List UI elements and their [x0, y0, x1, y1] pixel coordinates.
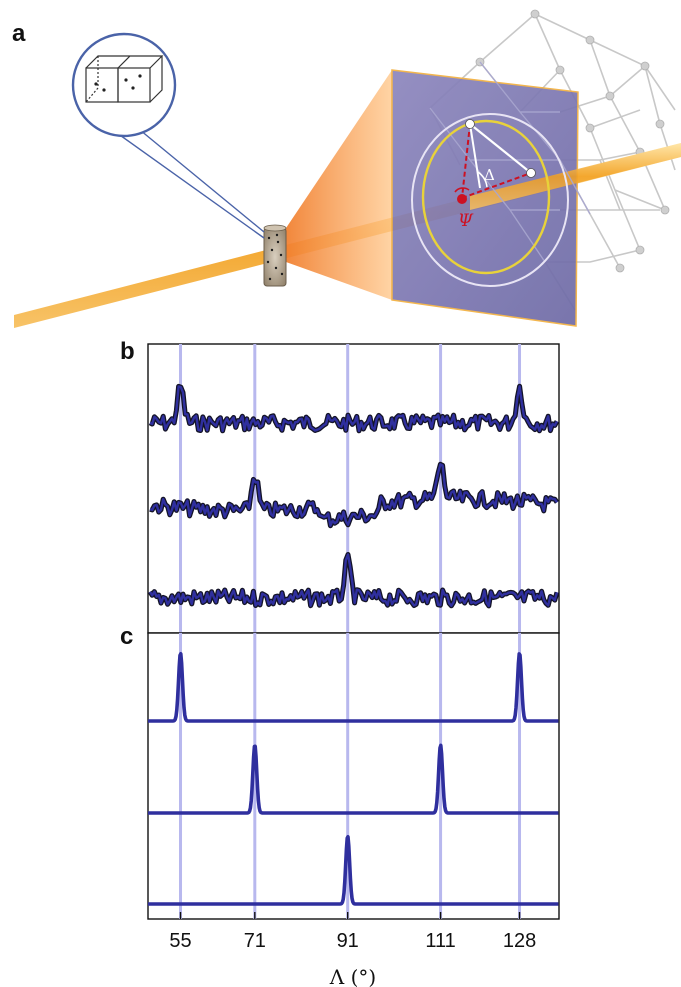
x-tick-label-111: 111 [425, 930, 455, 952]
panel-c-trace-1 [147, 651, 560, 723]
diagram-a: Δ Ψ [14, 9, 681, 328]
x-tick-label-91: 91 [337, 930, 359, 952]
panel-b-trace-3 [148, 553, 559, 608]
x-tick-label-55: 55 [169, 930, 191, 952]
yellow-ring [421, 119, 551, 275]
diffraction-cone [278, 70, 392, 300]
panel-b-trace-1 [149, 385, 559, 432]
x-ray-beam-front [470, 143, 681, 210]
sample-cylinder [263, 224, 287, 287]
angle-construction: Δ Ψ [454, 119, 536, 231]
panel-letter-a: a [12, 20, 26, 47]
panel-b-plot [147, 343, 560, 634]
lattice-overlay [429, 61, 591, 263]
panel-letter-b: b [120, 338, 135, 365]
delta-label: Δ [484, 166, 495, 184]
psi-label: Ψ [458, 211, 474, 231]
panel-c-trace-3 [147, 834, 560, 906]
panel-c-guides [179, 633, 522, 919]
x-tick-label-71: 71 [244, 930, 266, 952]
panel-b-traces [147, 383, 560, 609]
beam-center-marker [457, 194, 467, 204]
panel-c-trace-2 [147, 743, 560, 815]
unit-cell-inset [71, 32, 265, 239]
panel-letter-c: c [120, 623, 134, 650]
panel-c-plot: 55 71 91 111 128 Λ (°) [147, 632, 560, 987]
panel-c-ticks: 55 71 91 111 128 [169, 912, 536, 952]
panel-c-traces [147, 651, 560, 906]
outer-ring [411, 113, 569, 287]
panel-c-frame [147, 632, 560, 920]
x-tick-label-128: 128 [503, 930, 536, 952]
panel-b-trace-2 [149, 463, 558, 527]
x-axis-title: Λ (°) [329, 965, 376, 987]
